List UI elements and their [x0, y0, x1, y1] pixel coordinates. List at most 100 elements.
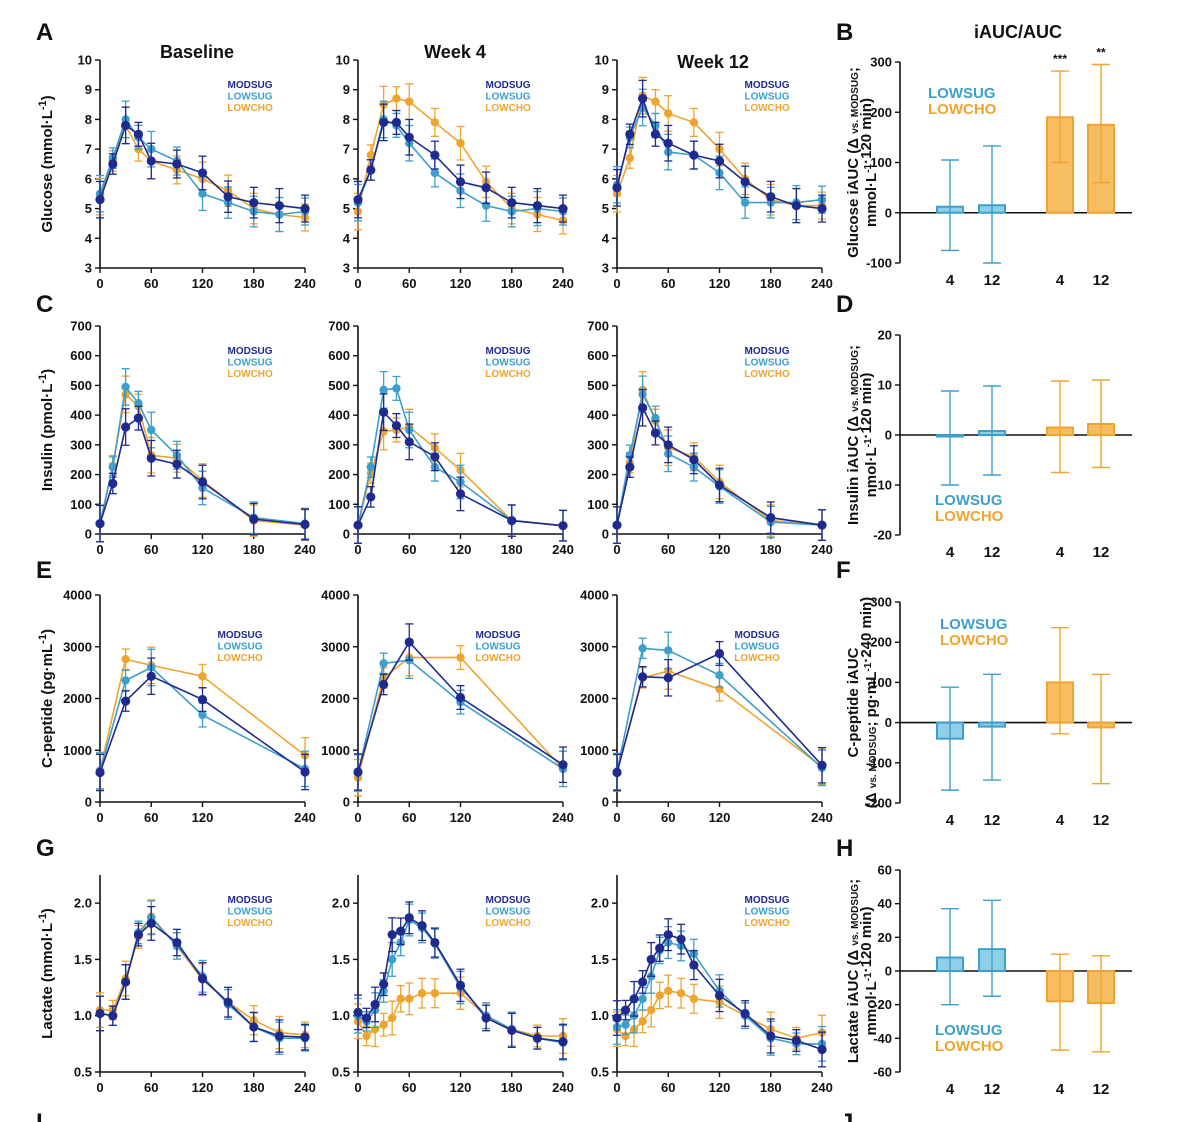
series-modsug — [612, 388, 827, 544]
legend-item-lowsug: LOWSUG — [940, 616, 1008, 633]
legend-item-modsug: MODSUG — [228, 346, 273, 357]
data-point — [417, 921, 427, 931]
y-tick-label: 60 — [878, 863, 892, 878]
legend-item-modsug: MODSUG — [228, 895, 273, 906]
y-tick-label: 700 — [70, 319, 92, 334]
x-tick-label: 60 — [402, 542, 416, 557]
data-point — [404, 132, 414, 142]
line-chart-e-1: 0 1000 2000 3000 4000 0 60 120 240 MODSUGLOWSUGLO… — [321, 588, 574, 826]
y-tick-label: -100 — [866, 256, 892, 271]
data-point — [353, 767, 363, 777]
y-tick-label: 9 — [85, 82, 92, 97]
series-line — [99, 392, 306, 526]
data-point — [353, 1007, 363, 1017]
x-tick-label: 120 — [450, 276, 472, 291]
data-point — [133, 930, 144, 940]
data-point — [625, 153, 635, 163]
legend-item-lowsug: LOWSUG — [218, 642, 263, 653]
x-tick-label: 0 — [354, 1080, 361, 1095]
y-tick-label: 0 — [85, 795, 92, 810]
y-tick-label: 10 — [78, 53, 92, 68]
data-point — [172, 159, 182, 169]
data-point — [172, 937, 182, 948]
data-point — [121, 654, 130, 664]
y-tick-label: 4000 — [580, 588, 609, 603]
x-tick-label: 0 — [613, 810, 620, 825]
right-column-title: iAUC/AUC — [974, 22, 1062, 42]
data-point — [629, 994, 639, 1004]
data-point — [198, 189, 207, 198]
y-tick-label: 4000 — [63, 588, 92, 603]
x-tick-label: 180 — [243, 276, 265, 291]
series-modsug — [95, 657, 310, 792]
x-tick-label: 0 — [613, 542, 620, 557]
y-tick-label: 5 — [85, 201, 92, 216]
data-point — [405, 994, 414, 1004]
x-tick-label: 180 — [243, 1080, 265, 1095]
x-tick-label: 120 — [192, 1080, 214, 1095]
x-tick-label: 12 — [1093, 272, 1110, 289]
y-tick-label: 0.5 — [332, 1065, 350, 1080]
y-tick-label: 0 — [602, 527, 609, 542]
legend-item-modsug: MODSUG — [745, 895, 790, 906]
data-point — [664, 646, 673, 655]
legend-item-lowsug: LOWSUG — [745, 92, 790, 103]
data-point — [134, 399, 143, 408]
y-tick-label: 0 — [885, 205, 892, 220]
data-point — [817, 520, 827, 530]
legend-item-lowcho: LOWCHO — [928, 101, 997, 118]
data-point — [663, 440, 673, 450]
data-point — [223, 997, 233, 1007]
figure-headers: Baseline Week 4 Week 12 iAUC/AUC A B C D… — [36, 19, 1062, 1122]
y-axis-label: Glucose (mmol·L-1) — [37, 95, 56, 232]
data-point — [430, 150, 440, 160]
data-point — [379, 407, 389, 417]
y-tick-label: 8 — [85, 112, 92, 127]
x-tick-label: 60 — [661, 542, 675, 557]
y-tick-label: 100 — [70, 497, 92, 512]
x-tick-label: 12 — [1093, 812, 1110, 829]
legend-item-lowcho: LOWCHO — [935, 1038, 1004, 1055]
data-point — [404, 913, 414, 923]
x-tick-label: 240 — [294, 542, 316, 557]
data-point — [391, 117, 402, 127]
significance-marker: *** — [1053, 52, 1067, 66]
y-tick-label: 1.5 — [74, 952, 92, 967]
x-tick-label: 240 — [294, 810, 316, 825]
y-tick-label: 2.0 — [332, 896, 350, 911]
data-point — [172, 459, 182, 469]
data-point — [300, 767, 310, 777]
legend-item-lowsug: LOWSUG — [745, 358, 790, 369]
data-point — [391, 420, 402, 431]
y-tick-label: 700 — [587, 319, 609, 334]
y-tick-label: 0.5 — [591, 1065, 609, 1080]
data-point — [197, 168, 208, 178]
y-axis-label: Glucose iAUC (Δ vs. MODSUG;mmol·L-1·120 … — [845, 67, 880, 258]
series-modsug — [95, 106, 310, 224]
data-point — [366, 462, 376, 472]
x-tick-label: 12 — [984, 272, 1001, 289]
y-tick-label: 10 — [878, 378, 892, 393]
y-tick-label: 2.0 — [591, 896, 609, 911]
data-point — [300, 203, 310, 214]
y-tick-label: 400 — [587, 408, 609, 423]
data-point — [740, 177, 750, 187]
panel-letter-c: C — [36, 291, 53, 318]
legend-item-lowsug: LOWSUG — [745, 907, 790, 918]
x-tick-label: 240 — [294, 276, 316, 291]
legend-item-lowcho: LOWCHO — [217, 653, 263, 664]
data-point — [532, 1033, 542, 1043]
y-tick-label: 200 — [328, 467, 350, 482]
x-tick-label: 12 — [1093, 1081, 1110, 1098]
y-tick-label: 1000 — [580, 743, 609, 758]
y-tick-label: 200 — [870, 105, 892, 120]
x-tick-label: 60 — [144, 810, 158, 825]
y-tick-label: 0 — [343, 795, 350, 810]
y-tick-label: 2000 — [321, 691, 350, 706]
data-point — [689, 118, 699, 127]
